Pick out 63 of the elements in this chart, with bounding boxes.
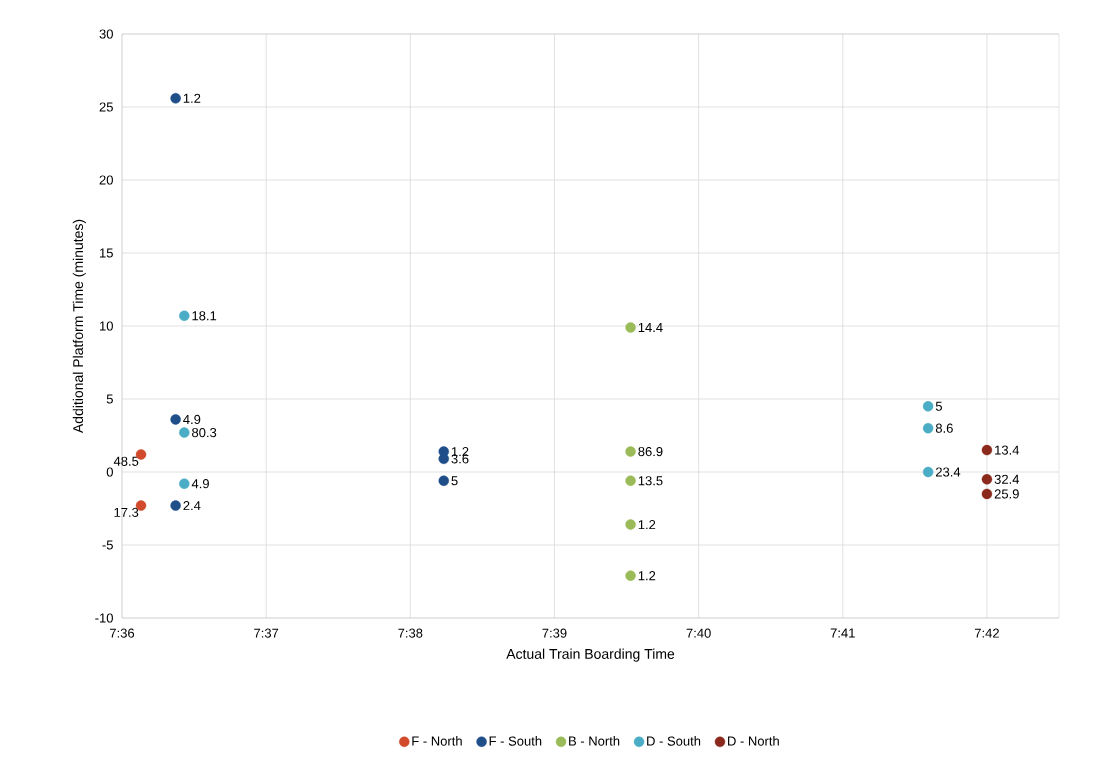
- annotation: 1.2: [183, 93, 201, 103]
- x-tick-label: 7:40: [686, 628, 711, 638]
- x-tick-label: 7:38: [398, 628, 423, 638]
- annotation: 13.4: [995, 445, 1020, 455]
- annotation: 4.9: [183, 414, 201, 425]
- annotation: 4.9: [191, 479, 209, 489]
- annotation: 5: [451, 476, 458, 486]
- annotation: 1.2: [638, 520, 656, 530]
- x-tick-label: 7:37: [254, 628, 279, 638]
- point: [179, 310, 190, 321]
- point: [170, 414, 181, 425]
- point: [625, 446, 636, 457]
- annotation: 14.4: [638, 322, 663, 332]
- x-tick-label: 7:39: [542, 628, 567, 638]
- annotation: 13.5: [638, 476, 663, 486]
- annotation: 8.6: [935, 423, 953, 433]
- point: [170, 500, 181, 511]
- x-tick-label: 7:42: [974, 628, 999, 638]
- annotation: 3.6: [451, 454, 469, 464]
- point: [922, 466, 934, 478]
- point: [438, 475, 449, 486]
- point: [981, 488, 993, 500]
- x-tick-label: 7:36: [110, 628, 135, 638]
- legend-label: D - South: [647, 736, 701, 746]
- annotation: 32.4: [994, 474, 1020, 484]
- x-axis-title: Actual Train Boarding Time: [506, 648, 675, 662]
- annotation: 2.4: [183, 501, 201, 511]
- y-tick-label: 30: [99, 29, 113, 39]
- legend-label: F - North: [412, 736, 462, 746]
- point: [179, 478, 190, 489]
- y-tick-label: 20: [99, 175, 113, 185]
- y-axis-title: Additional Platform Time (minutes): [72, 219, 86, 434]
- annotation: 17.3: [114, 507, 139, 517]
- y-tick-label: 25: [99, 102, 113, 112]
- point: [179, 427, 190, 438]
- annotation: 1.2: [638, 571, 656, 581]
- point: [625, 475, 636, 486]
- point: [170, 93, 181, 104]
- y-tick-label: -10: [95, 613, 113, 623]
- legend-label: F - South: [489, 736, 542, 746]
- point: [625, 570, 636, 581]
- annotation: 5: [935, 401, 942, 411]
- point: [625, 519, 636, 530]
- x-tick-label: 7:41: [830, 628, 855, 638]
- point: [981, 444, 993, 456]
- annotation: 1.2: [451, 447, 469, 457]
- annotation: 25.9: [994, 489, 1019, 499]
- point: [981, 474, 993, 485]
- annotation: 18.1: [192, 311, 217, 321]
- y-tick-label: 5: [106, 394, 113, 404]
- point: [922, 423, 934, 434]
- legend-label: B - North: [569, 736, 620, 746]
- point: [625, 322, 636, 333]
- y-tick-label: 15: [100, 248, 113, 258]
- y-tick-label: 10: [100, 321, 113, 331]
- point: [922, 401, 934, 412]
- annotation: 48.5: [113, 456, 139, 466]
- annotation: 80.3: [192, 427, 217, 438]
- y-tick-label: -5: [102, 540, 113, 550]
- legend-label: D - North: [728, 736, 779, 746]
- annotation: 23.4: [935, 467, 961, 477]
- annotation: 86.9: [638, 446, 663, 457]
- y-tick-label: 0: [106, 467, 113, 477]
